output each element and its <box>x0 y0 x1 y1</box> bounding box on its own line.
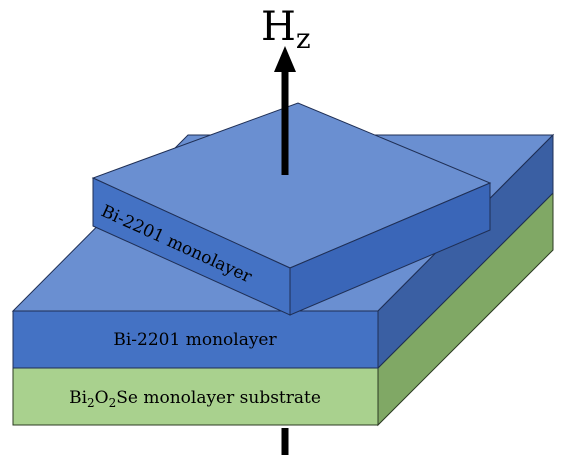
substrate-label: Bi2O2Se monolayer substrate <box>69 388 321 410</box>
middle-layer-label: Bi-2201 monolayer <box>113 330 277 350</box>
top-layer-front <box>92 177 291 316</box>
label-subscript: 2 <box>109 396 117 410</box>
field-label-main: H <box>261 4 296 50</box>
label-subscript: 2 <box>87 396 95 410</box>
label-part: O <box>95 388 109 408</box>
field-arrowhead <box>274 46 296 72</box>
field-label: Hz <box>261 4 311 55</box>
label-part: Bi <box>69 388 87 408</box>
label-part: Se monolayer substrate <box>116 388 321 408</box>
substrate-front <box>12 367 379 426</box>
middle-layer-front <box>12 310 379 369</box>
field-label-sub: z <box>296 22 311 55</box>
